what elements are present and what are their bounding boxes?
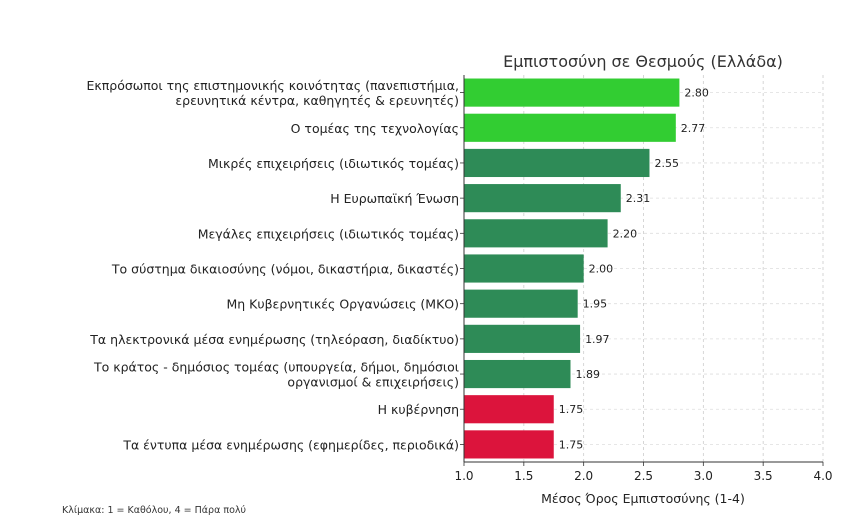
x-tick-label: 4.0 [813, 469, 832, 483]
bars: 2.80 2.77 2.55 2.31 2.20 2.00 1.95 1.97 1.89 1.75… [464, 78, 709, 459]
axes: 1.0 1.5 2.0 2.5 3.0 3.5 4.0 [454, 75, 833, 483]
category-label: Μη Κυβερνητικές Οργανώσεις (ΜΚΟ) [226, 297, 459, 312]
bar [464, 254, 584, 283]
bar [464, 430, 554, 459]
bar [464, 395, 554, 424]
bar-value-label: 2.80 [684, 87, 709, 100]
bar-value-label: 1.75 [559, 403, 584, 416]
bar [464, 148, 650, 178]
category-label: Το σύστημα δικαιοσύνης (νόμοι, δικαστήρι… [111, 262, 459, 277]
bar-value-label: 2.55 [654, 157, 679, 170]
category-label: Η κυβέρνηση [378, 402, 459, 417]
bar [464, 324, 581, 353]
category-label: ερευνητικά κέντρα, καθηγητές & ερευνητές… [175, 93, 459, 108]
category-label: Η Ευρωπαϊκή Ένωση [330, 191, 459, 206]
category-labels: Εκπρόσωποι της επιστημονικής κοινότητας … [87, 78, 460, 452]
bar [464, 184, 621, 213]
bar [464, 359, 571, 389]
x-tick-label: 2.0 [574, 469, 593, 483]
category-label: Ο τομέας της τεχνολογίας [291, 121, 459, 136]
bar-value-label: 1.95 [583, 298, 608, 311]
category-label: Τα ηλεκτρονικά μέσα ενημέρωσης (τηλεόρασ… [89, 332, 459, 347]
x-tick-label: 1.5 [514, 469, 533, 483]
category-label: Μεγάλες επιχειρήσεις (ιδιωτικός τομέας) [198, 226, 459, 241]
x-tick-label: 1.0 [454, 469, 473, 483]
bar-value-label: 1.89 [576, 368, 601, 381]
category-label: οργανισμοί & επιχειρήσεις) [287, 375, 459, 390]
bar-value-label: 2.31 [626, 192, 651, 205]
bar-value-label: 1.75 [559, 438, 584, 451]
x-tick-label: 2.5 [634, 469, 653, 483]
bar [464, 113, 676, 142]
x-tick-label: 3.5 [754, 469, 773, 483]
category-label: Τα έντυπα μέσα ενημέρωσης (εφημερίδες, π… [122, 437, 459, 452]
bar [464, 78, 680, 107]
category-label: Μικρές επιχειρήσεις (ιδιωτικός τομέας) [208, 156, 459, 171]
x-axis-title: Μέσος Όρος Εμπιστοσύνης (1-4) [541, 491, 745, 506]
x-tick-label: 3.0 [694, 469, 713, 483]
bar [464, 219, 608, 248]
bar-value-label: 2.00 [589, 263, 614, 276]
scale-footnote: Κλίμακα: 1 = Καθόλου, 4 = Πάρα πολύ [62, 505, 246, 516]
bar-value-label: 1.97 [585, 333, 610, 346]
bar-value-label: 2.77 [681, 122, 706, 135]
bar-value-label: 2.20 [613, 227, 638, 240]
chart-title: Εμπιστοσύνη σε Θεσμούς (Ελλάδα) [503, 52, 783, 71]
category-label: Εκπρόσωποι της επιστημονικής κοινότητας … [87, 78, 460, 93]
bar [464, 289, 578, 318]
category-label: Το κράτος - δημόσιος τομέας (υπουργεία, … [93, 360, 459, 375]
